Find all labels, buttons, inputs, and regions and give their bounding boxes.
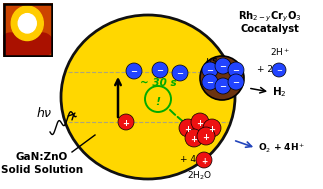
Circle shape [13,33,39,61]
Text: −: − [233,67,239,75]
Text: + 4: + 4 [180,156,196,164]
Text: +: + [203,132,210,142]
Text: +: + [191,135,197,143]
Ellipse shape [61,15,235,179]
Text: Rh$_{2-y}$Cr$_y$O$_3$: Rh$_{2-y}$Cr$_y$O$_3$ [238,10,302,24]
Text: +: + [122,119,130,128]
Circle shape [215,58,231,74]
Circle shape [228,74,244,90]
Text: −: − [220,83,226,91]
Circle shape [152,62,168,78]
Circle shape [200,56,244,100]
Text: Solid Solution: Solid Solution [1,165,83,175]
Circle shape [196,152,212,168]
Text: GaN:ZnO: GaN:ZnO [16,152,68,162]
Text: H$_2$: H$_2$ [272,85,287,99]
Circle shape [172,65,188,81]
Text: +: + [201,156,207,166]
Text: 2H$^+$: 2H$^+$ [270,46,290,58]
Text: +: + [196,119,203,128]
Circle shape [203,119,221,137]
Text: +: + [209,125,215,133]
Text: −: − [157,67,163,75]
Text: −: − [276,68,282,74]
Text: + 2: + 2 [257,66,273,74]
Circle shape [197,127,215,145]
Circle shape [0,33,22,57]
Circle shape [179,119,197,137]
Circle shape [202,74,218,90]
Text: O$_2$ + 4H$^+$: O$_2$ + 4H$^+$ [258,141,306,155]
FancyBboxPatch shape [3,3,53,57]
Circle shape [191,113,209,131]
Circle shape [24,32,42,51]
Circle shape [228,62,244,78]
Circle shape [11,6,43,41]
Text: −: − [176,70,183,78]
Circle shape [118,114,134,130]
Circle shape [31,33,53,57]
Text: !: ! [155,97,161,107]
Text: Cocatalyst: Cocatalyst [241,24,299,34]
Circle shape [215,78,231,94]
Text: −: − [220,63,226,71]
Text: $h\nu$: $h\nu$ [36,106,52,120]
Circle shape [18,14,36,33]
Text: +: + [184,125,192,133]
Text: −: − [206,67,214,75]
Text: −: − [206,78,214,88]
Text: 2H$_2$O: 2H$_2$O [187,170,213,182]
Circle shape [272,63,286,77]
Circle shape [202,62,218,78]
Text: −: − [233,78,239,88]
Text: $\mu$s: $\mu$s [205,56,219,68]
Circle shape [185,129,203,147]
Text: ~ 30 s: ~ 30 s [140,78,176,88]
Circle shape [126,63,142,79]
Text: −: − [130,67,138,77]
